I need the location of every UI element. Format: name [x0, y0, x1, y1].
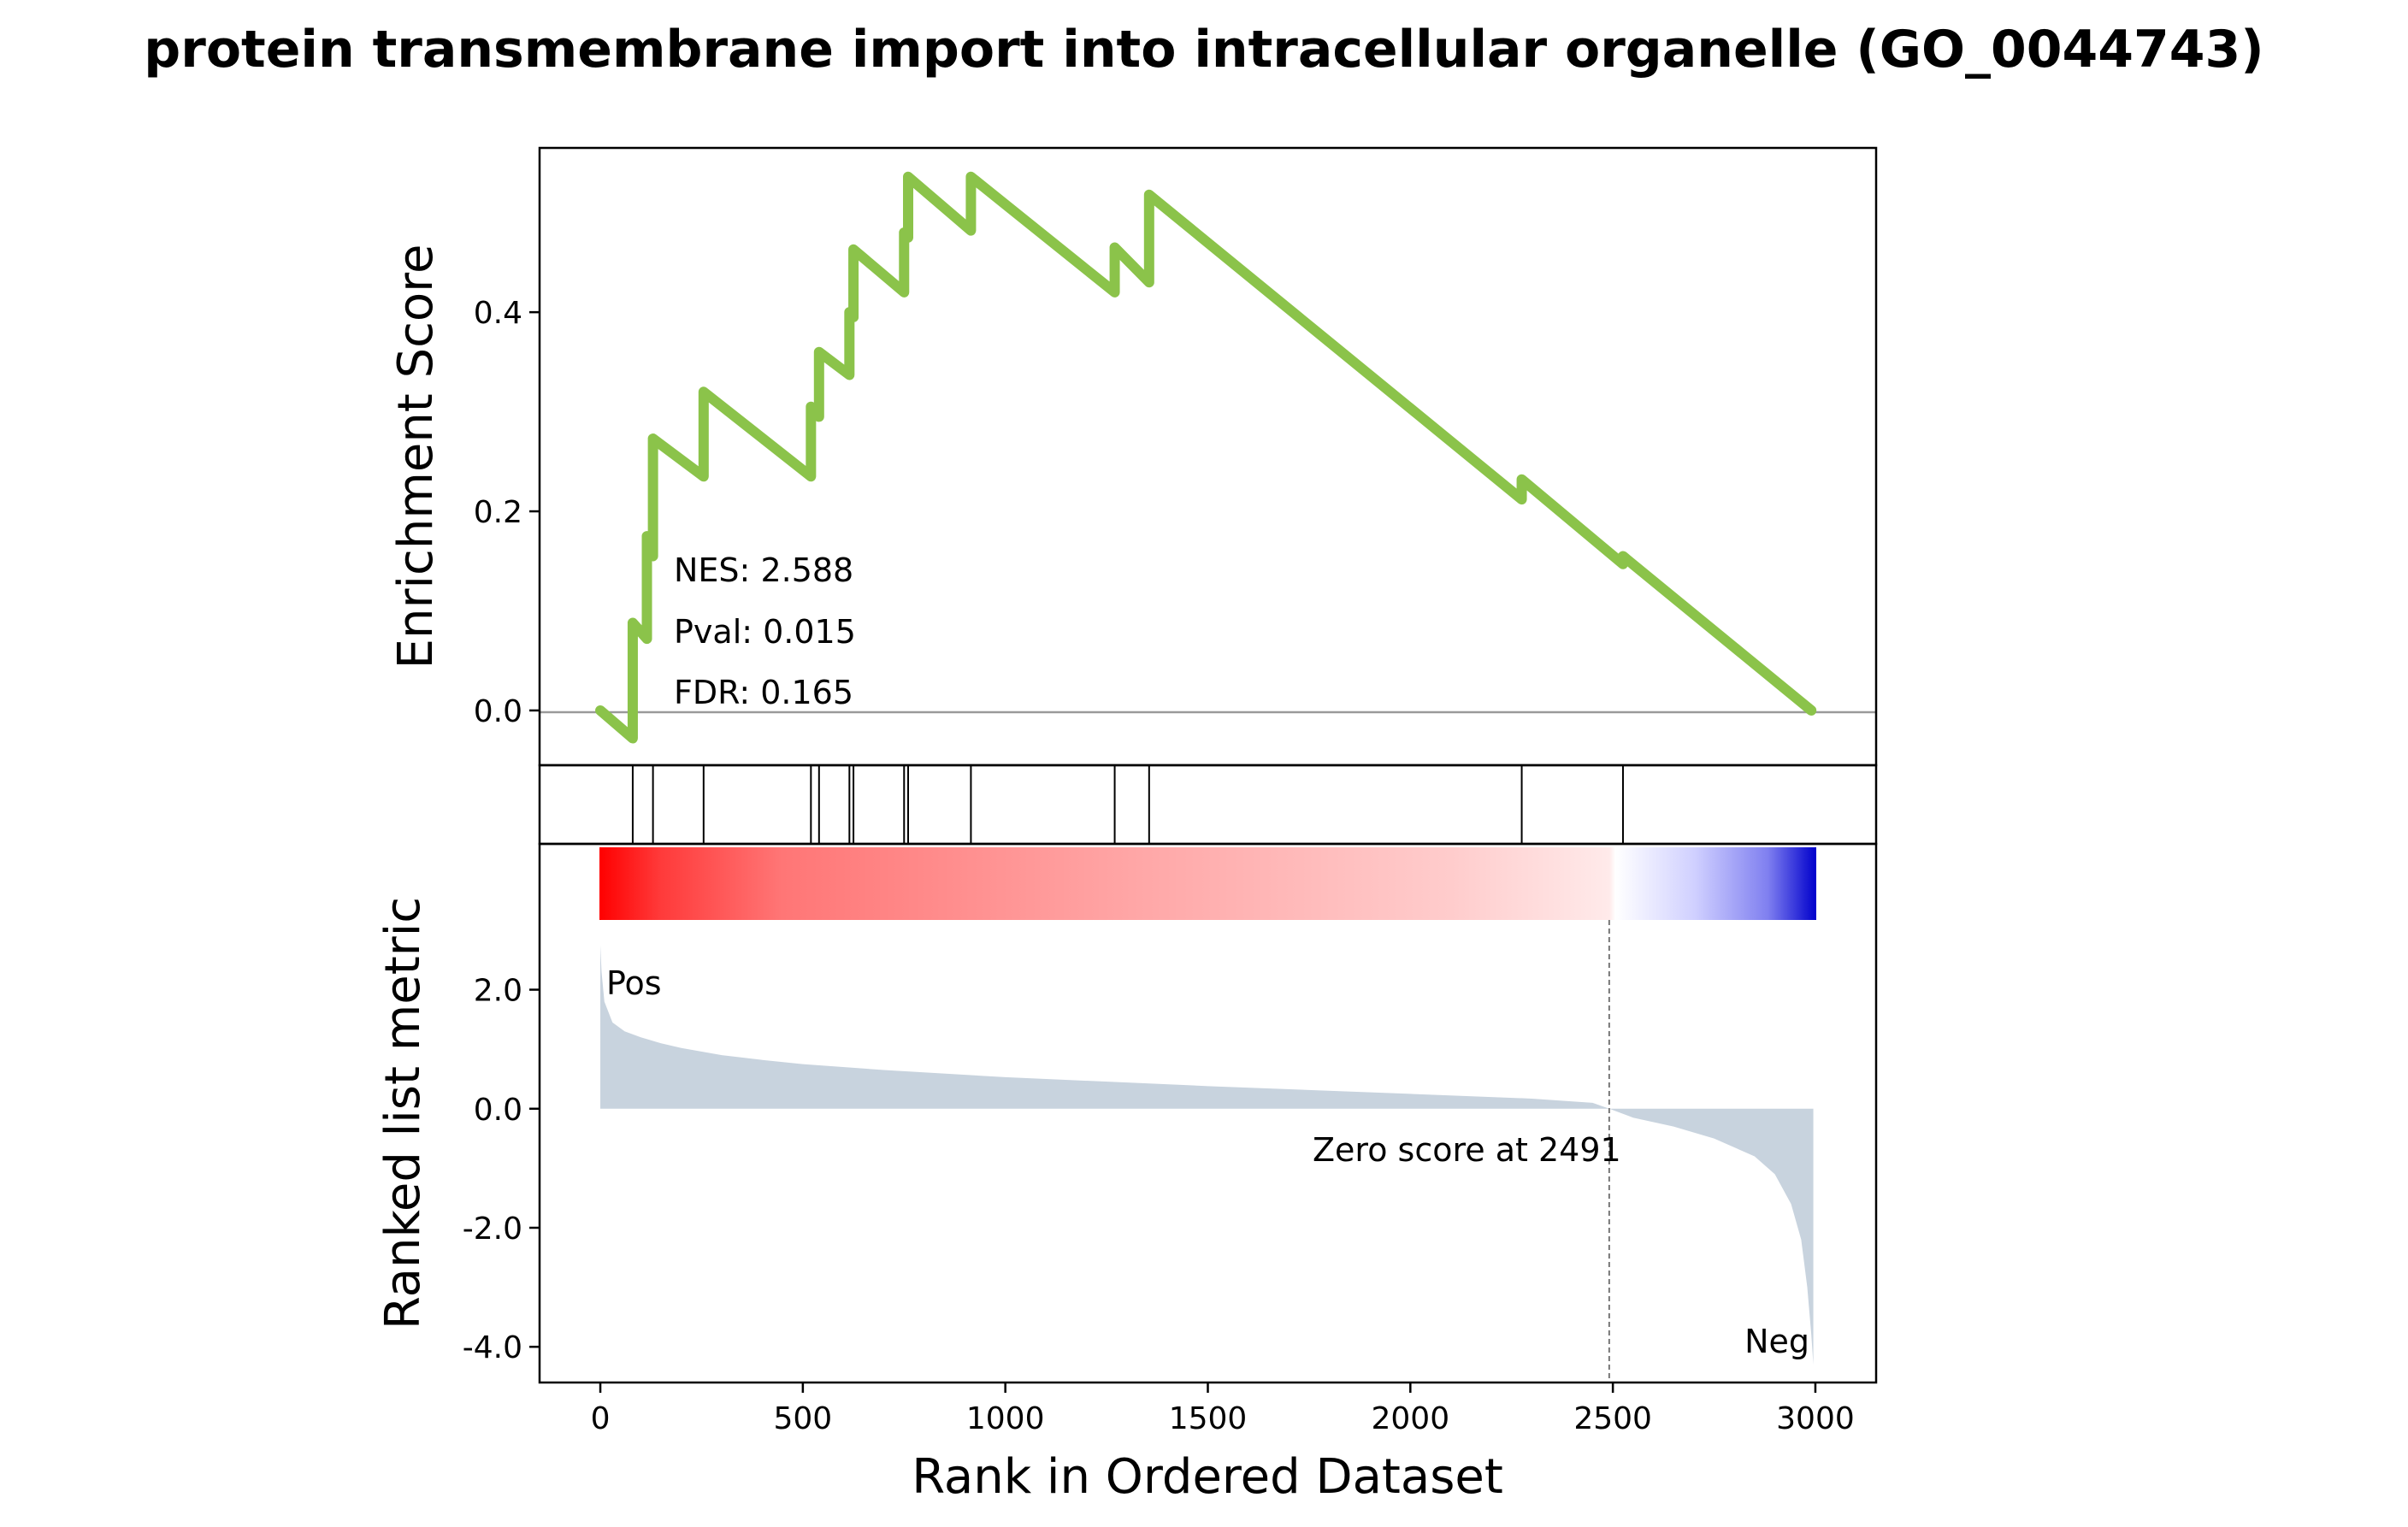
chart-title: protein transmembrane import into intrac… [144, 20, 2263, 80]
x-tick-label: 1000 [966, 1401, 1045, 1436]
fdr-annotation: FDR: 0.165 [674, 674, 853, 711]
x-axis-ticks: 0 500 1000 1500 2000 2500 3000 [591, 1383, 1855, 1436]
metric-y-ticks: 2.0 0.0 -2.0 -4.0 [463, 974, 540, 1365]
x-tick-label: 2000 [1372, 1401, 1450, 1436]
enrichment-panel: 0.0 0.2 0.4 NES: 2.588 Pval: 0.015 FDR: 0.… [388, 146, 1878, 767]
metric-y-tick-label: -2.0 [463, 1212, 522, 1247]
pval-annotation: Pval: 0.015 [674, 613, 856, 651]
enrichment-y-tick-label: 0.4 [474, 296, 522, 331]
rank-color-bar [599, 847, 1816, 920]
x-axis-label: Rank in Ordered Dataset [912, 1449, 1503, 1505]
enrichment-y-ticks: 0.0 0.2 0.4 [474, 296, 540, 729]
x-tick-label: 1500 [1169, 1401, 1248, 1436]
enrichment-score-line [595, 171, 1817, 744]
x-tick-label: 2500 [1573, 1401, 1652, 1436]
x-tick-label: 3000 [1776, 1401, 1855, 1436]
metric-y-tick-label: 2.0 [474, 974, 522, 1009]
neg-label: Neg [1744, 1323, 1809, 1360]
enrichment-y-tick-label: 0.2 [474, 495, 522, 530]
enrichment-y-tick-label: 0.0 [474, 694, 522, 729]
ranked-metric-area [600, 945, 1814, 1365]
hits-frame [538, 764, 1878, 846]
gene-hit-marks [631, 765, 1624, 844]
metric-y-tick-label: 0.0 [474, 1093, 522, 1128]
hits-panel [538, 764, 1878, 846]
enrichment-y-label: Enrichment Score [388, 245, 444, 669]
ranked-metric-panel: Zero score at 2491 Pos Neg 2.0 0.0 -2.0 -4.… [375, 842, 1878, 1505]
x-tick-label: 500 [774, 1401, 833, 1436]
pos-label: Pos [606, 964, 662, 1002]
metric-y-tick-label: -4.0 [463, 1330, 522, 1365]
nes-annotation: NES: 2.588 [674, 551, 853, 589]
ranked-metric-frame [538, 842, 1878, 1384]
x-tick-label: 0 [591, 1401, 611, 1436]
ranked-metric-y-label: Ranked list metric [375, 897, 431, 1329]
zero-cross-label: Zero score at 2491 [1313, 1131, 1621, 1169]
